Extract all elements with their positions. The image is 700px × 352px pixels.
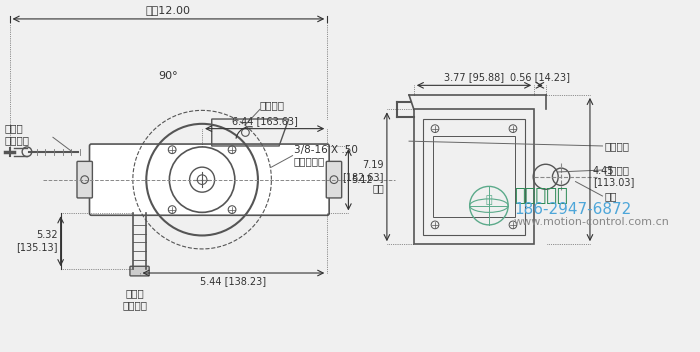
Text: 轴夹紧环: 轴夹紧环 (604, 165, 629, 175)
Text: 轴径: 轴径 (604, 191, 617, 201)
Text: www.motion-control.com.cn: www.motion-control.com.cn (514, 217, 670, 227)
Text: 5.32
[135.13]: 5.32 [135.13] (16, 231, 57, 252)
FancyBboxPatch shape (130, 266, 149, 276)
Text: 可调节
防旋拉杆: 可调节 防旋拉杆 (5, 124, 30, 145)
Text: 3/8-16 X .50
内六角螺栓: 3/8-16 X .50 内六角螺栓 (293, 145, 358, 166)
Text: 90°: 90° (159, 70, 178, 81)
Text: 西安德伍拓: 西安德伍拓 (514, 187, 568, 205)
Text: 最大12.00: 最大12.00 (146, 5, 191, 15)
Text: 186-2947-6872: 186-2947-6872 (514, 202, 631, 217)
Text: 7.19
[182.63]
直径: 7.19 [182.63] 直径 (342, 160, 384, 193)
Text: 4.45
[113.03]: 4.45 [113.03] (593, 166, 634, 188)
Text: 0.56 [14.23]: 0.56 [14.23] (510, 73, 570, 82)
Text: 6.44 [163.63]: 6.44 [163.63] (232, 116, 298, 126)
Text: 5.44 [138.23]: 5.44 [138.23] (200, 276, 267, 286)
Text: 防旋支架: 防旋支架 (604, 141, 629, 151)
Text: 德: 德 (486, 195, 492, 205)
FancyBboxPatch shape (77, 161, 92, 198)
Text: 3.77 [95.88]: 3.77 [95.88] (444, 73, 504, 82)
FancyBboxPatch shape (326, 161, 342, 198)
Text: 5.12: 5.12 (351, 175, 373, 185)
Text: 安装支架: 安装支架 (260, 101, 285, 111)
Text: 可选的
安装位置: 可选的 安装位置 (122, 288, 147, 310)
FancyBboxPatch shape (90, 144, 329, 215)
